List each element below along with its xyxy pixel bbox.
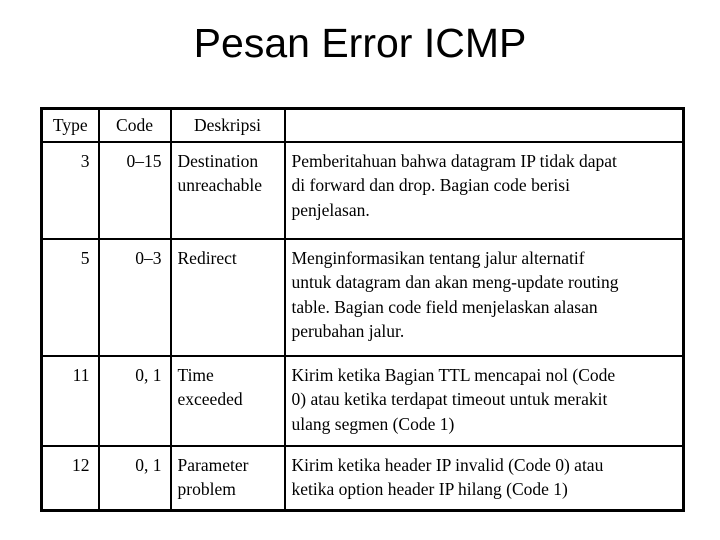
- text-line: Menginformasikan tentang jalur alternati…: [291, 247, 585, 268]
- table-header-row: Type Code Deskripsi: [40, 107, 685, 143]
- text-line: Kirim ketika Bagian TTL mencapai nol (Co…: [291, 364, 616, 385]
- text-line: exceeded: [177, 389, 243, 409]
- text-line: Pemberitahuan bahwa datagram IP tidak da…: [291, 150, 617, 171]
- text-line: problem: [177, 479, 236, 499]
- cell-name: Time exceeded: [169, 354, 286, 447]
- cell-description: Pemberitahuan bahwa datagram IP tidak da…: [283, 140, 685, 240]
- cell-name: Destination unreachable: [169, 140, 286, 240]
- text-line: Redirect: [177, 247, 237, 268]
- text-line: penjelasan.: [291, 199, 370, 220]
- table-row: 3 0–15 Destination unreachable Pemberitah…: [40, 140, 685, 240]
- cell-name: Parameter problem: [169, 444, 286, 512]
- text-line: ulang segmen (Code 1): [291, 413, 455, 434]
- cell-name: Redirect: [169, 237, 286, 357]
- icmp-error-table: Type Code Deskripsi 3 0–15 Destination un…: [40, 107, 685, 512]
- text-line: Time: [177, 364, 214, 385]
- cell-code: 0, 1: [97, 444, 172, 512]
- cell-type: 3: [40, 140, 100, 240]
- text-line: untuk datagram dan akan meng-update rout…: [291, 272, 619, 292]
- text-line: table. Bagian code field menjelaskan ala…: [291, 296, 598, 317]
- cell-type: 12: [40, 444, 100, 512]
- slide-title: Pesan Error ICMP: [193, 20, 527, 66]
- header-type: Type: [40, 107, 100, 143]
- text-line: Parameter: [177, 454, 249, 475]
- text-line: Kirim ketika header IP invalid (Code 0) …: [291, 454, 604, 475]
- table-row: 11 0, 1 Time exceeded Kirim ketika Bagian…: [40, 354, 685, 447]
- cell-description: Kirim ketika header IP invalid (Code 0) …: [283, 444, 685, 512]
- header-deskripsi: Deskripsi: [169, 107, 286, 143]
- cell-code: 0–15: [97, 140, 172, 240]
- cell-description: Menginformasikan tentang jalur alternati…: [283, 237, 685, 357]
- text-line: ketika option header IP hilang (Code 1): [291, 479, 568, 499]
- cell-code: 0–3: [97, 237, 172, 357]
- table-row: 12 0, 1 Parameter problem Kirim ketika he…: [40, 444, 685, 512]
- text-line: unreachable: [177, 175, 263, 195]
- cell-code: 0, 1: [97, 354, 172, 447]
- header-code: Code: [97, 107, 172, 143]
- text-line: 0) atau ketika terdapat timeout untuk me…: [291, 389, 608, 409]
- text-line: Destination: [177, 150, 259, 171]
- cell-type: 5: [40, 237, 100, 357]
- header-empty: [283, 107, 685, 143]
- text-line: perubahan jalur.: [291, 321, 405, 341]
- cell-type: 11: [40, 354, 100, 447]
- cell-description: Kirim ketika Bagian TTL mencapai nol (Co…: [283, 354, 685, 447]
- text-line: di forward dan drop. Bagian code berisi: [291, 175, 570, 195]
- table-row: 5 0–3 Redirect Menginformasikan tentang …: [40, 237, 685, 357]
